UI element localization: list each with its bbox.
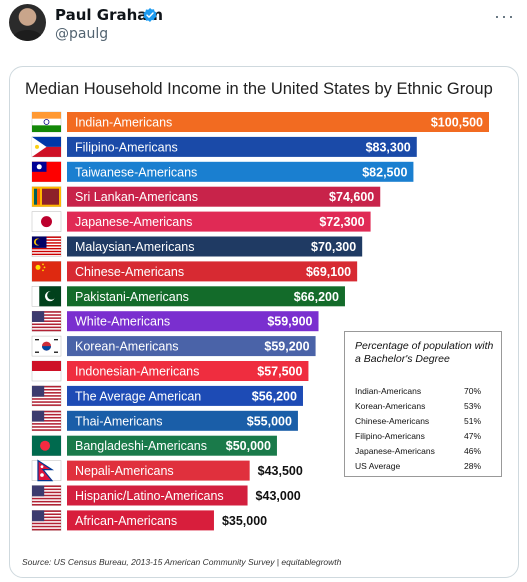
bar	[67, 410, 298, 431]
avatar[interactable]	[9, 4, 46, 41]
country-flag-usa-flag-icon	[31, 385, 62, 407]
bar	[67, 435, 277, 456]
inset-row-label: Indian-Americans	[355, 386, 422, 396]
bar-value-label: $50,000	[226, 439, 271, 453]
country-flag-japan-flag-icon	[31, 211, 62, 232]
bar	[67, 211, 371, 232]
post-media-card[interactable]: Median Household Income in the United St…	[9, 66, 519, 578]
bar	[67, 136, 417, 157]
bar-value-label: $83,300	[366, 140, 411, 154]
country-flag-indonesia-flag-icon	[31, 360, 62, 382]
bar-value-label: $43,500	[258, 464, 303, 478]
country-flag-pakistan-flag-icon	[31, 286, 62, 307]
bar-category-label: African-Americans	[75, 514, 177, 528]
bar-category-label: Filipino-Americans	[75, 140, 178, 154]
country-flag-bangladesh-flag-icon	[31, 435, 62, 456]
bar	[67, 510, 214, 531]
country-flag-usa-flag-icon	[31, 485, 62, 506]
bar-value-label: $55,000	[247, 414, 292, 428]
post-header: Paul Graham @paulg ···	[0, 0, 527, 62]
country-flag-usa-flag-icon	[31, 410, 62, 432]
bar	[67, 311, 319, 332]
inset-row-label: Filipino-Americans	[355, 431, 425, 441]
bar-value-label: $100,500	[431, 116, 483, 130]
bar-category-label: Malaysian-Americans	[75, 240, 194, 254]
bachelors-degree-table: Percentage of population with a Bachelor…	[344, 331, 502, 477]
bar-value-label: $59,900	[267, 315, 312, 329]
bar-category-label: White-Americans	[75, 315, 170, 329]
country-flag-philippines-flag-icon	[31, 136, 62, 158]
bar-category-label: The Average American	[75, 389, 201, 403]
bar-category-label: Korean-Americans	[75, 340, 179, 354]
author-handle[interactable]: @paulg	[55, 26, 109, 42]
bar-value-label: $35,000	[222, 514, 267, 528]
inset-row-label: Korean-Americans	[355, 401, 426, 411]
country-flag-nepal-flag-icon	[31, 459, 62, 482]
bar-value-label: $69,100	[306, 265, 351, 279]
more-horizontal-icon[interactable]: ···	[494, 6, 515, 26]
bar-value-label: $70,300	[311, 240, 356, 254]
bar	[67, 161, 414, 182]
bar-category-label: Indian-Americans	[75, 116, 172, 130]
bar-value-label: $74,600	[329, 190, 374, 204]
bar-value-label: $56,200	[252, 389, 297, 403]
bar-category-label: Taiwanese-Americans	[75, 165, 197, 179]
bar-value-label: $43,000	[256, 489, 301, 503]
inset-row-label: US Average	[355, 461, 401, 471]
bar-category-label: Bangladeshi-Americans	[75, 439, 207, 453]
inset-row-label: Chinese-Americans	[355, 416, 430, 426]
bar-chart: Indian-Americans $100,500 Filipino-America…	[31, 111, 489, 531]
bar-value-label: $82,500	[362, 165, 407, 179]
bar-category-label: Thai-Americans	[75, 414, 163, 428]
inset-title: Percentage of population with a Bachelor…	[355, 340, 494, 365]
bar	[67, 112, 489, 132]
bar-category-label: Pakistani-Americans	[75, 290, 189, 304]
bar	[67, 186, 381, 207]
inset-row-value: 47%	[463, 431, 481, 441]
inset-row-value: 70%	[463, 386, 481, 396]
country-flag-taiwan-flag-icon	[31, 161, 62, 183]
bar	[67, 361, 309, 381]
author-name[interactable]: Paul Graham	[55, 6, 164, 24]
country-flag-malaysia-flag-icon	[31, 236, 62, 257]
bar	[67, 485, 248, 506]
bar-value-label: $57,500	[257, 365, 302, 379]
inset-row-value: 28%	[463, 461, 481, 471]
bar	[67, 385, 303, 406]
country-flag-china-flag-icon	[31, 261, 62, 282]
bar	[67, 286, 345, 307]
bar-value-label: $66,200	[294, 290, 339, 304]
bar-category-label: Sri Lankan-Americans	[75, 190, 198, 204]
bar-category-label: Indonesian-Americans	[75, 365, 199, 379]
country-flag-sri-lanka-flag-icon	[31, 186, 62, 207]
bar-category-label: Nepali-Americans	[75, 464, 174, 478]
bar-value-label: $59,200	[264, 340, 309, 354]
bar	[67, 336, 316, 357]
bar-value-label: $72,300	[319, 215, 364, 229]
bar	[67, 236, 363, 257]
bar-category-label: Chinese-Americans	[75, 265, 184, 279]
inset-row-label: Japanese-Americans	[355, 446, 435, 456]
country-flag-india-flag-icon	[31, 111, 62, 133]
country-flag-usa-flag-icon	[31, 310, 62, 332]
bar	[67, 261, 358, 282]
verified-badge-icon	[143, 8, 157, 22]
chart-title: Median Household Income in the United St…	[25, 80, 493, 98]
country-flag-usa-flag-icon	[31, 510, 62, 531]
inset-row-value: 46%	[463, 446, 481, 456]
chart-source: Source: US Census Bureau, 2013-15 Americ…	[22, 557, 342, 567]
inset-row-value: 53%	[463, 401, 481, 411]
bar-category-label: Japanese-Americans	[75, 215, 192, 229]
country-flag-south-korea-flag-icon	[31, 335, 62, 357]
bar	[67, 460, 250, 481]
bar-category-label: Hispanic/Latino-Americans	[75, 489, 224, 503]
inset-row-value: 51%	[463, 416, 481, 426]
